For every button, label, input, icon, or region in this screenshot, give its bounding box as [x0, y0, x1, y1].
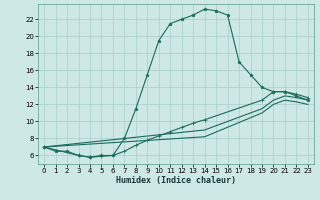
- X-axis label: Humidex (Indice chaleur): Humidex (Indice chaleur): [116, 176, 236, 185]
